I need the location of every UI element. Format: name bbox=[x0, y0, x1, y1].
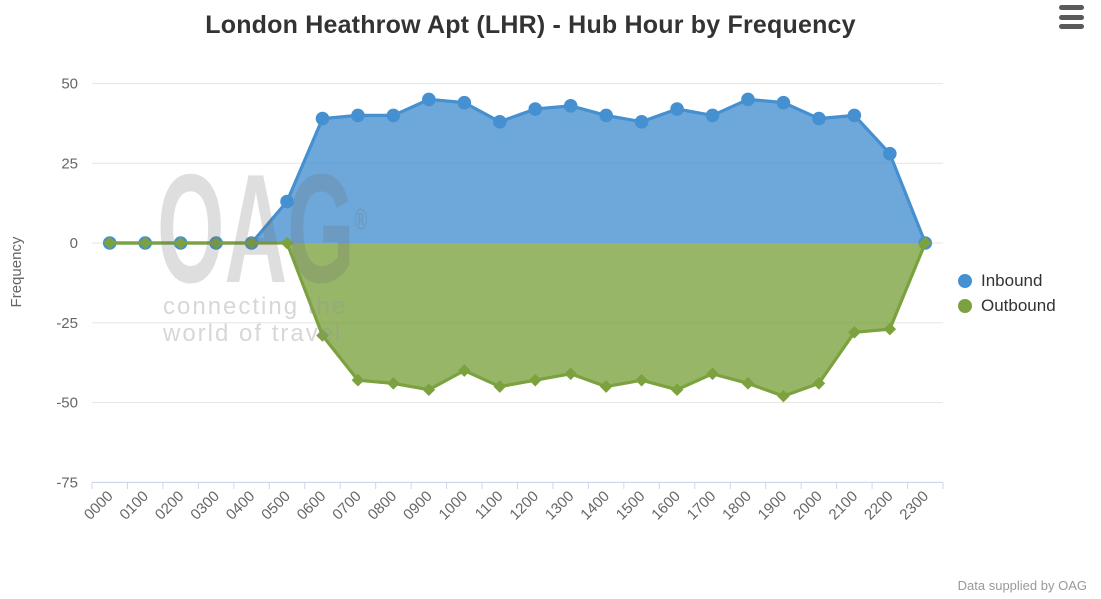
x-axis-tick-label: 2100 bbox=[826, 488, 862, 524]
inbound-point[interactable] bbox=[812, 111, 826, 126]
y-axis-tick-label: -25 bbox=[56, 315, 78, 332]
x-axis-tick-label: 1500 bbox=[613, 488, 649, 524]
outbound-point[interactable] bbox=[918, 236, 932, 250]
inbound-point[interactable] bbox=[492, 114, 507, 129]
outbound-point[interactable] bbox=[528, 373, 542, 387]
outbound-area bbox=[109, 243, 926, 397]
outbound-point[interactable] bbox=[138, 236, 152, 250]
inbound-legend-marker-icon bbox=[958, 273, 972, 288]
inbound-area bbox=[109, 99, 926, 244]
y-axis-title: Frequency bbox=[8, 236, 25, 307]
outbound-point[interactable] bbox=[670, 383, 684, 397]
x-axis-tick-label: 0800 bbox=[365, 488, 401, 524]
x-axis-tick-label: 1400 bbox=[577, 488, 613, 524]
outbound-point[interactable] bbox=[883, 322, 897, 336]
x-axis-tick-label: 1700 bbox=[684, 488, 720, 524]
inbound-point[interactable] bbox=[634, 114, 649, 129]
outbound-point[interactable] bbox=[458, 364, 471, 377]
x-axis-tick-label: 0000 bbox=[81, 488, 117, 524]
x-axis-tick-label: 0200 bbox=[152, 488, 188, 524]
legend: Inbound Outbound bbox=[958, 268, 1056, 318]
outbound-point[interactable] bbox=[316, 329, 329, 342]
inbound-point[interactable] bbox=[386, 108, 401, 123]
chart-title: London Heathrow Apt (LHR) - Hub Hour by … bbox=[205, 11, 856, 39]
outbound-point[interactable] bbox=[564, 367, 577, 381]
outbound-point[interactable] bbox=[103, 236, 117, 250]
y-axis-tick-label: 0 bbox=[70, 235, 78, 252]
y-axis-tick-label: 50 bbox=[61, 76, 78, 93]
outbound-point[interactable] bbox=[706, 367, 719, 381]
outbound-point[interactable] bbox=[741, 377, 755, 390]
inbound-point[interactable] bbox=[351, 108, 365, 123]
inbound-point[interactable] bbox=[776, 95, 791, 110]
outbound-point[interactable] bbox=[245, 236, 258, 250]
x-axis-tick-label: 2200 bbox=[861, 488, 897, 524]
inbound-point[interactable] bbox=[315, 111, 330, 126]
outbound-point[interactable] bbox=[635, 373, 648, 387]
inbound-point[interactable] bbox=[847, 108, 862, 123]
outbound-point[interactable] bbox=[848, 326, 861, 339]
x-axis-tick-label: 0600 bbox=[294, 488, 330, 524]
x-axis-tick-label: 1800 bbox=[719, 488, 755, 524]
hamburger-bar bbox=[1059, 24, 1084, 29]
y-axis-tick-label: 25 bbox=[61, 155, 78, 172]
inbound-point[interactable] bbox=[705, 108, 720, 123]
x-axis-tick-label: 0900 bbox=[400, 488, 436, 524]
x-axis-tick-label: 1900 bbox=[755, 488, 791, 524]
inbound-point[interactable] bbox=[422, 92, 436, 107]
chart-context-menu-button[interactable] bbox=[1059, 5, 1085, 29]
hamburger-menu-icon bbox=[1059, 5, 1085, 29]
x-axis-tick-label: 2000 bbox=[790, 488, 826, 524]
legend-item-outbound[interactable]: Outbound bbox=[958, 293, 1056, 318]
x-axis-tick-label: 1100 bbox=[472, 488, 507, 523]
outbound-point[interactable] bbox=[280, 236, 294, 250]
outbound-point[interactable] bbox=[174, 236, 187, 250]
hamburger-bar bbox=[1059, 14, 1084, 20]
x-axis-tick-label: 0100 bbox=[116, 488, 152, 524]
x-axis-tick-label: 0700 bbox=[329, 488, 365, 524]
inbound-point[interactable] bbox=[457, 95, 472, 110]
x-axis-tick-label: 0300 bbox=[187, 488, 223, 524]
inbound-point[interactable] bbox=[599, 108, 613, 123]
outbound-point[interactable] bbox=[387, 377, 400, 390]
x-axis-tick-label: 0500 bbox=[258, 488, 294, 524]
outbound-point[interactable] bbox=[493, 380, 507, 393]
inbound-point[interactable] bbox=[280, 194, 294, 209]
x-axis-tick-label: 1200 bbox=[506, 488, 542, 524]
y-axis-tick-label: -50 bbox=[56, 395, 78, 412]
y-axis-tick-label: -75 bbox=[56, 474, 78, 491]
outbound-point[interactable] bbox=[422, 383, 436, 397]
inbound-point[interactable] bbox=[741, 92, 755, 107]
outbound-point[interactable] bbox=[777, 389, 790, 403]
outbound-legend-label: Outbound bbox=[981, 295, 1056, 315]
legend-item-inbound[interactable]: Inbound bbox=[958, 268, 1056, 293]
x-axis-tick-label: 1000 bbox=[436, 488, 472, 524]
outbound-point[interactable] bbox=[599, 380, 613, 393]
x-axis-tick-label: 1600 bbox=[648, 488, 684, 524]
inbound-point[interactable] bbox=[563, 99, 578, 113]
x-axis-tick-label: 1300 bbox=[542, 488, 578, 524]
inbound-point[interactable] bbox=[670, 102, 684, 116]
inbound-legend-label: Inbound bbox=[981, 270, 1043, 290]
x-axis-tick-label: 0400 bbox=[223, 488, 259, 524]
x-axis-tick-label: 2300 bbox=[896, 488, 932, 524]
outbound-point[interactable] bbox=[209, 236, 223, 250]
outbound-point[interactable] bbox=[812, 377, 826, 390]
inbound-point[interactable] bbox=[528, 102, 543, 116]
hamburger-bar bbox=[1059, 5, 1084, 10]
credits-text: Data supplied by OAG bbox=[957, 578, 1087, 593]
inbound-point[interactable] bbox=[883, 146, 897, 161]
outbound-legend-marker-icon bbox=[958, 298, 972, 313]
outbound-point[interactable] bbox=[351, 373, 365, 387]
